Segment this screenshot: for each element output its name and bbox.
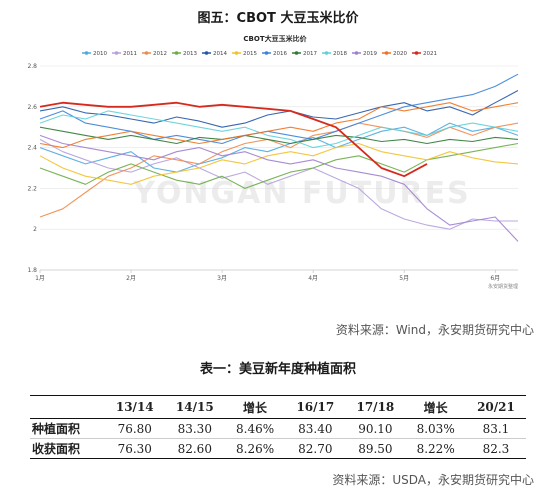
series-line-2011	[39, 138, 518, 230]
planting-area-table: 13/14 14/15 增长 16/17 17/18 增长 20/21 种植面积…	[30, 395, 526, 459]
table-cell: 83.30	[164, 418, 225, 439]
table-header-row: 13/14 14/15 增长 16/17 17/18 增长 20/21	[30, 395, 526, 419]
x-tick-label: 2月	[126, 275, 136, 282]
y-tick-label: 2.8	[27, 63, 37, 70]
legend-label: 2017	[303, 51, 317, 57]
legend-label: 2011	[123, 51, 137, 57]
series-line-2018	[39, 110, 519, 149]
y-tick-label: 2.4	[27, 145, 37, 152]
legend-label: 2010	[93, 51, 107, 57]
legend-label: 2021	[423, 51, 437, 57]
table-header-cell: 13/14	[104, 395, 165, 419]
legend-label: 2013	[183, 51, 197, 57]
y-tick-label: 2	[33, 226, 37, 233]
table-header-cell: 17/18	[345, 395, 406, 419]
legend-marker	[384, 51, 389, 55]
table-title: 表一：美豆新年度种植面积	[199, 362, 356, 377]
legend-label: 2015	[243, 51, 257, 57]
x-tick-label: 1月	[35, 275, 45, 282]
y-tick-label: 1.8	[27, 267, 37, 274]
table-header-cell	[30, 395, 105, 419]
row-label: 种植面积	[30, 418, 105, 439]
legend-marker	[414, 51, 419, 55]
table-cell: 90.10	[345, 418, 406, 439]
legend-marker	[204, 51, 209, 55]
series-line-2015	[39, 142, 519, 185]
legend-label: 2016	[273, 51, 287, 57]
legend-marker	[144, 51, 149, 55]
x-tick-label: 3月	[217, 275, 227, 282]
legend-label: 2020	[393, 51, 407, 57]
x-tick-label: 5月	[399, 275, 409, 282]
series-line-2010	[39, 122, 519, 173]
legend-marker	[174, 51, 179, 55]
table-row: 种植面积 76.80 83.30 8.46% 83.40 90.10 8.03%…	[30, 418, 526, 439]
legend-label: 2019	[363, 51, 377, 57]
row-label: 收获面积	[30, 438, 105, 459]
table-cell: 82.3	[465, 438, 526, 459]
x-tick-label: 4月	[308, 275, 318, 282]
table-cell: 82.60	[164, 438, 225, 459]
table-header-cell: 20/21	[465, 395, 526, 419]
table-cell: 76.30	[104, 438, 165, 459]
table-cell: 82.70	[285, 438, 346, 459]
table-cell: 83.40	[285, 418, 346, 439]
legend-marker	[264, 51, 269, 55]
table-cell: 8.46%	[224, 418, 286, 439]
table-cell: 89.50	[345, 438, 406, 459]
table-header-cell: 增长	[224, 395, 286, 419]
legend-label: 2012	[153, 51, 167, 57]
table-row: 收获面积 76.30 82.60 8.26% 82.70 89.50 8.22%…	[30, 438, 526, 459]
table-header-cell: 14/15	[164, 395, 225, 419]
series-line-2016	[39, 73, 519, 145]
series-line-2017	[39, 126, 519, 145]
figure-title: 图五：CBOT 大豆玉米比价	[197, 11, 359, 26]
line-chart: CBOT大豆玉米比价 2010 2011 2012 2013 2014 2015 2016 20…	[27, 34, 519, 290]
y-tick-label: 2.2	[27, 185, 37, 192]
series-line-2020	[39, 102, 519, 149]
table-source-note: 资料来源：USDA，永安期货研究中心	[332, 473, 534, 487]
x-tick-label: 6月	[490, 275, 500, 282]
legend-marker	[114, 51, 119, 55]
series-line-2019	[39, 134, 519, 242]
table-header-cell: 16/17	[285, 395, 346, 419]
table-cell: 8.03%	[405, 418, 466, 439]
legend-marker	[354, 51, 359, 55]
chart-source-note: 资料来源：Wind，永安期货研究中心	[335, 323, 534, 337]
legend-marker	[84, 51, 89, 55]
y-tick-label: 2.6	[27, 104, 37, 111]
legend-marker	[234, 51, 239, 55]
table-cell: 76.80	[104, 418, 165, 439]
chart-source-label: 永安期货整理	[488, 283, 518, 290]
legend-marker	[294, 51, 299, 55]
series-line-2014	[39, 90, 519, 128]
table-cell: 8.22%	[405, 438, 466, 459]
table-cell: 8.26%	[224, 438, 286, 459]
table-cell: 83.1	[465, 418, 526, 439]
legend-label: 2018	[333, 51, 347, 57]
series-line-2012	[39, 122, 519, 218]
chart-panel: CBOT大豆玉米比价 2010 2011 2012 2013 2014 2015 2016 20…	[22, 28, 528, 296]
chart-title: CBOT大豆玉米比价	[243, 34, 307, 43]
series-line-2013	[39, 142, 519, 189]
series-line-2021	[39, 101, 428, 178]
legend-marker	[324, 51, 329, 55]
table-header-cell: 增长	[405, 395, 466, 419]
legend-label: 2014	[213, 51, 227, 57]
